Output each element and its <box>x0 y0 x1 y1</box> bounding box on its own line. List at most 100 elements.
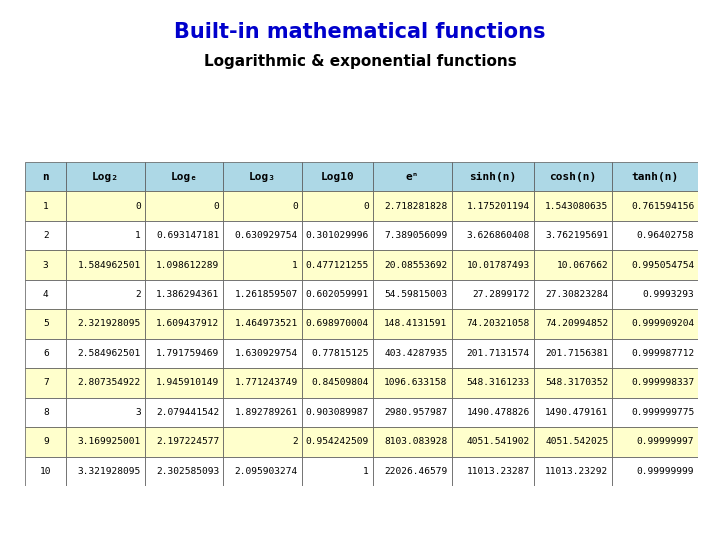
Bar <box>223 339 302 368</box>
Bar <box>145 397 223 427</box>
Bar <box>451 162 534 192</box>
Text: 201.7156381: 201.7156381 <box>545 349 608 358</box>
Bar <box>25 427 66 456</box>
Bar <box>66 192 145 221</box>
Text: Built-in mathematical functions: Built-in mathematical functions <box>174 22 546 42</box>
Bar <box>66 397 145 427</box>
Bar <box>302 280 373 309</box>
Text: 0.999909204: 0.999909204 <box>631 320 694 328</box>
Bar <box>613 339 698 368</box>
Text: 3: 3 <box>135 408 141 417</box>
Bar <box>373 456 451 486</box>
Bar <box>613 368 698 397</box>
Text: 74.20321058: 74.20321058 <box>467 320 530 328</box>
Bar <box>302 309 373 339</box>
Bar <box>613 280 698 309</box>
Text: 1.791759469: 1.791759469 <box>156 349 220 358</box>
Bar <box>302 251 373 280</box>
Text: 2.321928095: 2.321928095 <box>78 320 141 328</box>
Text: cosh(n): cosh(n) <box>549 172 597 182</box>
Bar <box>451 339 534 368</box>
Text: 8103.083928: 8103.083928 <box>384 437 448 447</box>
Bar <box>373 221 451 251</box>
Bar <box>451 221 534 251</box>
Text: tanh(n): tanh(n) <box>631 172 679 182</box>
Bar <box>25 456 66 486</box>
Text: 4051.541902: 4051.541902 <box>467 437 530 447</box>
Text: 1: 1 <box>135 231 141 240</box>
Bar <box>534 368 613 397</box>
Bar <box>373 397 451 427</box>
Bar <box>613 162 698 192</box>
Text: 10.01787493: 10.01787493 <box>467 261 530 269</box>
Text: 148.4131591: 148.4131591 <box>384 320 448 328</box>
Bar <box>223 397 302 427</box>
Bar <box>613 427 698 456</box>
Bar <box>373 192 451 221</box>
Text: 2.197224577: 2.197224577 <box>156 437 220 447</box>
Text: n: n <box>42 172 49 182</box>
Bar <box>451 251 534 280</box>
Text: 0.954242509: 0.954242509 <box>306 437 369 447</box>
Text: 3.169925001: 3.169925001 <box>78 437 141 447</box>
Bar <box>145 368 223 397</box>
Bar <box>25 280 66 309</box>
Text: 0: 0 <box>292 201 298 211</box>
Text: 7: 7 <box>43 379 49 387</box>
Bar <box>373 368 451 397</box>
Text: Logarithmic & exponential functions: Logarithmic & exponential functions <box>204 54 516 69</box>
Text: 1.771243749: 1.771243749 <box>235 379 298 387</box>
Text: eⁿ: eⁿ <box>405 172 419 182</box>
Text: 2: 2 <box>43 231 49 240</box>
Text: 1096.633158: 1096.633158 <box>384 379 448 387</box>
Text: 1.386294361: 1.386294361 <box>156 290 220 299</box>
Bar <box>66 280 145 309</box>
Bar <box>373 280 451 309</box>
Bar <box>145 309 223 339</box>
Text: 1.098612289: 1.098612289 <box>156 261 220 269</box>
Bar <box>613 456 698 486</box>
Text: 4051.542025: 4051.542025 <box>545 437 608 447</box>
Text: 0.96402758: 0.96402758 <box>637 231 694 240</box>
Text: 0.903089987: 0.903089987 <box>306 408 369 417</box>
Text: 1: 1 <box>363 467 369 476</box>
Text: 2: 2 <box>292 437 298 447</box>
Bar <box>302 456 373 486</box>
Text: 3.321928095: 3.321928095 <box>78 467 141 476</box>
Bar <box>302 339 373 368</box>
Bar <box>145 427 223 456</box>
Bar <box>534 397 613 427</box>
Bar <box>373 427 451 456</box>
Text: 201.7131574: 201.7131574 <box>467 349 530 358</box>
Bar <box>145 192 223 221</box>
Text: 5: 5 <box>43 320 49 328</box>
Text: 11013.23287: 11013.23287 <box>467 467 530 476</box>
Text: sinh(n): sinh(n) <box>469 172 516 182</box>
Bar <box>302 397 373 427</box>
Bar <box>145 251 223 280</box>
Text: 8: 8 <box>43 408 49 417</box>
Text: 0: 0 <box>363 201 369 211</box>
Text: 0.693147181: 0.693147181 <box>156 231 220 240</box>
Text: Log₃: Log₃ <box>249 172 276 182</box>
Text: 27.30823284: 27.30823284 <box>545 290 608 299</box>
Text: 54.59815003: 54.59815003 <box>384 290 448 299</box>
Text: 74.20994852: 74.20994852 <box>545 320 608 328</box>
Text: 22026.46579: 22026.46579 <box>384 467 448 476</box>
Text: 0.999998337: 0.999998337 <box>631 379 694 387</box>
Bar <box>302 368 373 397</box>
Bar <box>373 162 451 192</box>
Text: 0.84509804: 0.84509804 <box>312 379 369 387</box>
Text: 2.095903274: 2.095903274 <box>235 467 298 476</box>
Bar <box>223 192 302 221</box>
Text: 1.584962501: 1.584962501 <box>78 261 141 269</box>
Text: 0.761594156: 0.761594156 <box>631 201 694 211</box>
Bar <box>302 221 373 251</box>
Bar <box>451 309 534 339</box>
Text: 1490.478826: 1490.478826 <box>467 408 530 417</box>
Text: 0.630929754: 0.630929754 <box>235 231 298 240</box>
Text: 0.698970004: 0.698970004 <box>306 320 369 328</box>
Bar <box>223 162 302 192</box>
Text: 0: 0 <box>135 201 141 211</box>
Bar <box>25 192 66 221</box>
